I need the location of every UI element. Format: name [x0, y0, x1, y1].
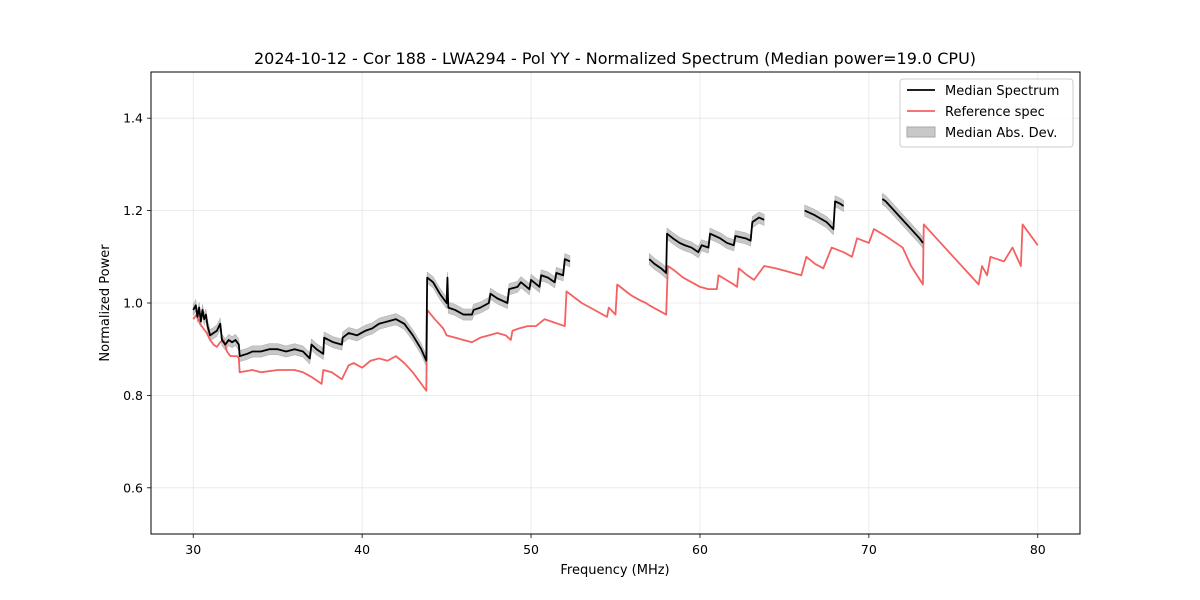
mad-band [648, 211, 765, 280]
median-spectrum-line [804, 200, 845, 230]
chart-title: 2024-10-12 - Cor 188 - LWA294 - Pol YY -… [254, 49, 976, 68]
x-tick-label: 70 [861, 542, 877, 557]
reference-spec-line [192, 223, 1039, 392]
x-tick-label: 30 [185, 542, 201, 557]
reference-line-layer [192, 223, 1039, 392]
median-spectrum-line [881, 198, 924, 244]
x-tick-label: 40 [354, 542, 370, 557]
legend-swatch-mad [906, 126, 936, 138]
legend: Median Spectrum Reference spec Median Ab… [899, 78, 1074, 148]
x-tick-label: 50 [523, 542, 539, 557]
y-tick-label: 0.8 [123, 388, 143, 403]
y-tick-label: 1.0 [123, 296, 143, 311]
median-spectrum-line [192, 258, 571, 362]
y-tick-label: 1.4 [123, 111, 143, 126]
axis-ticks: 30 40 50 60 70 80 0.6 0.8 1.0 1.2 1.4 [123, 111, 1046, 557]
mad-band [192, 253, 571, 367]
x-axis-label: Frequency (MHz) [560, 563, 669, 578]
median-spectrum-line [648, 216, 765, 274]
legend-label-median: Median Spectrum [945, 84, 1059, 99]
legend-label-mad: Median Abs. Dev. [945, 126, 1057, 141]
x-tick-label: 60 [692, 542, 708, 557]
legend-label-reference: Reference spec [945, 105, 1045, 120]
y-tick-label: 0.6 [123, 480, 143, 495]
y-tick-label: 1.2 [123, 203, 143, 218]
y-axis-label: Normalized Power [98, 244, 113, 362]
mad-band-layer [192, 192, 924, 367]
legend-frame [899, 78, 1074, 148]
median-line-layer [192, 198, 924, 362]
x-tick-label: 80 [1030, 542, 1046, 557]
